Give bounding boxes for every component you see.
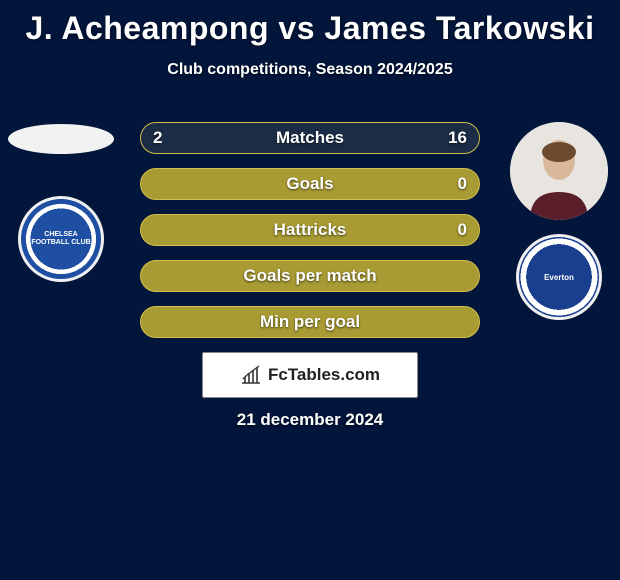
bar-row: Hattricks 0 xyxy=(140,214,480,246)
bar-label: Min per goal xyxy=(260,312,360,332)
comparison-bars: 2 Matches 16 Goals 0 Hattricks 0 Goals per matc… xyxy=(140,122,480,352)
bar-value-left: 2 xyxy=(153,128,162,148)
brand-text: FcTables.com xyxy=(268,365,380,385)
bar-row: 2 Matches 16 xyxy=(140,122,480,154)
date-label: 21 december 2024 xyxy=(0,410,620,430)
player-left-avatar-placeholder xyxy=(8,124,114,154)
player-right-panel: Everton xyxy=(506,122,612,320)
club-label-top: CHELSEA xyxy=(44,231,77,238)
subtitle: Club competitions, Season 2024/2025 xyxy=(0,61,620,79)
bar-value-right: 0 xyxy=(458,174,467,194)
club-badge-chelsea: CHELSEA FOOTBALL CLUB xyxy=(18,196,104,282)
club-label-bottom: FOOTBALL CLUB xyxy=(31,239,90,246)
bar-row: Goals per match xyxy=(140,260,480,292)
bar-label: Goals xyxy=(286,174,333,194)
bar-label: Matches xyxy=(276,128,344,148)
avatar-placeholder-icon xyxy=(510,122,608,220)
bar-label: Goals per match xyxy=(243,266,376,286)
bar-row: Min per goal xyxy=(140,306,480,338)
player-left-panel: CHELSEA FOOTBALL CLUB xyxy=(8,122,114,282)
bar-value-right: 16 xyxy=(448,128,467,148)
player-right-avatar xyxy=(510,122,608,220)
club-badge-everton-label: Everton xyxy=(544,273,574,282)
page-title: J. Acheampong vs James Tarkowski xyxy=(0,0,620,47)
bar-value-right: 0 xyxy=(458,220,467,240)
bar-label: Hattricks xyxy=(274,220,347,240)
club-badge-chelsea-label: CHELSEA FOOTBALL CLUB xyxy=(31,231,90,246)
brand-box: FcTables.com xyxy=(202,352,418,398)
bar-row: Goals 0 xyxy=(140,168,480,200)
club-badge-everton: Everton xyxy=(516,234,602,320)
bar-chart-icon xyxy=(240,365,262,385)
